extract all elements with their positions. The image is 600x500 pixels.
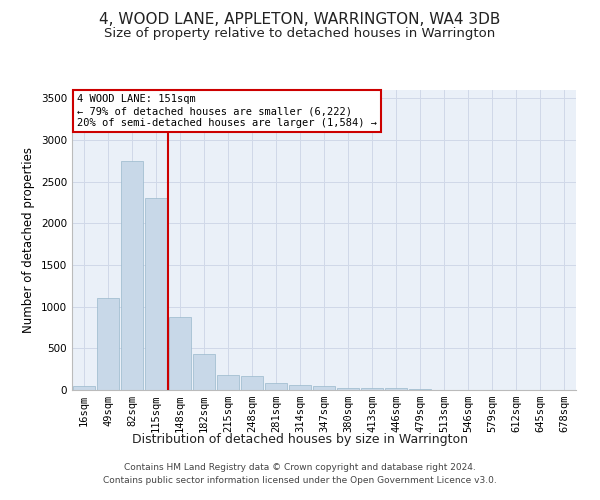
Bar bbox=[289, 385, 311, 390]
Text: 4 WOOD LANE: 151sqm
← 79% of detached houses are smaller (6,222)
20% of semi-det: 4 WOOD LANE: 151sqm ← 79% of detached ho… bbox=[77, 94, 377, 128]
Bar bbox=[145, 198, 167, 390]
Text: Contains public sector information licensed under the Open Government Licence v3: Contains public sector information licen… bbox=[103, 476, 497, 485]
Bar bbox=[121, 161, 143, 390]
Bar bbox=[193, 354, 215, 390]
Text: Size of property relative to detached houses in Warrington: Size of property relative to detached ho… bbox=[104, 28, 496, 40]
Bar bbox=[265, 382, 287, 390]
Bar bbox=[97, 298, 119, 390]
Bar bbox=[73, 386, 95, 390]
Bar bbox=[169, 316, 191, 390]
Bar bbox=[313, 386, 335, 390]
Text: Distribution of detached houses by size in Warrington: Distribution of detached houses by size … bbox=[132, 432, 468, 446]
Text: 4, WOOD LANE, APPLETON, WARRINGTON, WA4 3DB: 4, WOOD LANE, APPLETON, WARRINGTON, WA4 … bbox=[100, 12, 500, 28]
Text: Contains HM Land Registry data © Crown copyright and database right 2024.: Contains HM Land Registry data © Crown c… bbox=[124, 464, 476, 472]
Y-axis label: Number of detached properties: Number of detached properties bbox=[22, 147, 35, 333]
Bar bbox=[361, 388, 383, 390]
Bar bbox=[385, 388, 407, 390]
Bar bbox=[217, 376, 239, 390]
Bar bbox=[241, 376, 263, 390]
Bar bbox=[409, 389, 431, 390]
Bar bbox=[337, 388, 359, 390]
